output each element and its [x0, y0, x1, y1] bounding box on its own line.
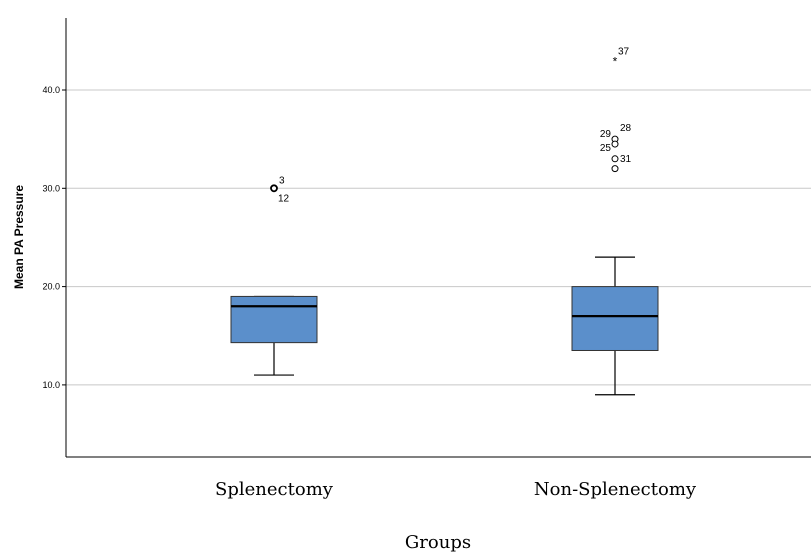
iqr-box: [230, 295, 318, 344]
box-group: *37 29 28 25 31: [571, 47, 659, 396]
category-label: Non-Splenectomy: [534, 479, 697, 500]
outlier-case-label: 31: [620, 154, 632, 165]
outlier-case-label: 37: [618, 47, 630, 58]
box-group: 3 12: [230, 175, 318, 376]
outlier-case-label: 29: [600, 129, 612, 140]
y-tick-labels: 10.0 20.0 30.0 40.0: [42, 85, 66, 390]
category-labels: Splenectomy Non-Splenectomy: [215, 479, 697, 500]
outlier-case-label: 25: [600, 143, 612, 154]
y-tick-label: 20.0: [42, 282, 60, 292]
y-axis-label: Mean PA Pressure: [12, 185, 26, 289]
x-axis-label: Groups: [405, 532, 471, 552]
iqr-box: [571, 286, 659, 351]
y-tick-label: 30.0: [42, 183, 60, 193]
y-tick-label: 10.0: [42, 380, 60, 390]
outlier-circle: [611, 140, 619, 148]
category-label: Splenectomy: [215, 479, 334, 500]
outlier-circle: [611, 165, 619, 173]
boxes: 3 12 *37 29 28 25 31: [230, 47, 659, 396]
gridlines: [66, 89, 811, 386]
outlier-case-label: 12: [278, 193, 290, 204]
extreme-outlier-star: *: [613, 55, 618, 69]
outlier-circle: [270, 184, 278, 193]
outlier-case-label: 28: [620, 123, 632, 134]
y-tick-label: 40.0: [42, 85, 60, 95]
outlier-circle: [611, 155, 619, 163]
outlier-case-label: 3: [279, 175, 285, 186]
